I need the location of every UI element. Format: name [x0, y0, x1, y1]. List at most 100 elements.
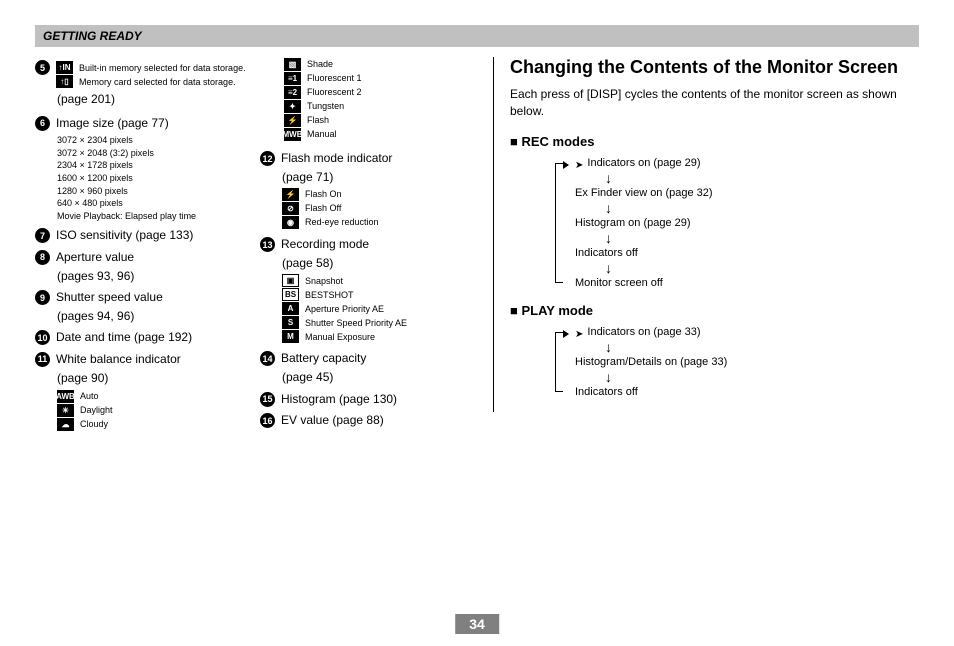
icon-row: S Shutter Speed Priority AE: [282, 316, 485, 329]
item-title: White balance indicator: [56, 352, 181, 368]
icon-row: AWB Auto: [57, 390, 260, 403]
cloudy-icon: ☁: [57, 418, 74, 431]
icon-row: ⚡Flash: [284, 114, 485, 127]
bullet-number: 7: [35, 228, 50, 243]
bullet-number: 11: [35, 352, 50, 367]
arrow-icon: ➤: [575, 329, 583, 340]
bullet-number: 6: [35, 116, 50, 131]
page-number: 34: [455, 614, 499, 634]
awb-icon: AWB: [57, 390, 74, 403]
item-title: ISO sensitivity (page 133): [56, 228, 193, 244]
icon-row: ▣Snapshot: [282, 274, 485, 287]
flash-icons: ⚡Flash On ⊘ Flash Off ◉ Red-eye reduction: [282, 188, 485, 229]
item-12: 12 Flash mode indicator: [260, 151, 485, 167]
column-1: 5 ↑IN Built-in memory selected for data …: [35, 57, 260, 432]
bullet-number: 12: [260, 151, 275, 166]
size-line: 640 × 480 pixels: [57, 197, 260, 210]
icon-text: Red-eye reduction: [305, 216, 379, 229]
flow-step: Histogram/Details on (page 33): [575, 356, 915, 368]
icon-text: Shutter Speed Priority AE: [305, 317, 407, 330]
page-ref: (page 58): [282, 256, 485, 272]
tungsten-icon: ✦: [284, 100, 301, 113]
play-mode-heading: PLAY mode: [510, 303, 915, 318]
down-arrow-icon: ↓: [605, 370, 915, 384]
down-arrow-icon: ↓: [605, 231, 915, 245]
icon-text: Flash Off: [305, 202, 341, 215]
down-arrow-icon: ↓: [605, 261, 915, 275]
icon-text: Auto: [80, 390, 99, 403]
icon-row: ≡1Fluorescent 1: [284, 72, 485, 85]
fluorescent2-icon: ≡2: [284, 86, 301, 99]
wb-icons: AWBAuto ☀Daylight ☁Cloudy: [57, 390, 260, 431]
down-arrow-icon: ↓: [605, 340, 915, 354]
snapshot-icon: ▣: [282, 274, 299, 287]
icon-text: Memory card selected for data storage.: [79, 77, 236, 87]
flow-step: Indicators off: [575, 386, 915, 398]
item-title: Histogram (page 130): [281, 392, 397, 408]
icon-text: Tungsten: [307, 100, 344, 113]
item-7: 7 ISO sensitivity (page 133): [35, 228, 260, 244]
page-ref: (pages 93, 96): [57, 269, 260, 285]
bullet-number: 15: [260, 392, 275, 407]
flash-off-icon: ⊘: [282, 202, 299, 215]
item-10: 10 Date and time (page 192): [35, 330, 260, 346]
wb-icons-continued: ▧ Shade ≡1Fluorescent 1 ≡2 Fluorescent 2 ✦…: [284, 58, 485, 141]
icon-text: Fluorescent 2: [307, 86, 362, 99]
icon-row: MManual Exposure: [282, 330, 485, 343]
right-heading: Changing the Contents of the Monitor Scr…: [510, 57, 915, 78]
icon-text: Shade: [307, 58, 333, 71]
page-ref: (page 201): [57, 92, 260, 108]
redeye-icon: ◉: [282, 216, 299, 229]
flash-on-icon: ⚡: [282, 188, 299, 201]
bullet-number: 13: [260, 237, 275, 252]
icon-row: ◉ Red-eye reduction: [282, 216, 485, 229]
down-arrow-icon: ↓: [605, 171, 915, 185]
image-size-list: 3072 × 2304 pixels 3072 × 2048 (3:2) pix…: [57, 134, 260, 222]
page-ref: (pages 94, 96): [57, 309, 260, 325]
item-8: 8 Aperture value: [35, 250, 260, 266]
icon-text: Built-in memory selected for data storag…: [79, 63, 246, 73]
icon-row: ⚡Flash On: [282, 188, 485, 201]
bestshot-icon: BS: [282, 288, 299, 301]
memory-card-icon: ↑▯: [56, 75, 73, 88]
item-title: Recording mode: [281, 237, 369, 253]
recmode-icons: ▣Snapshot BS BESTSHOT AAperture Priority …: [282, 274, 485, 343]
flash-icon: ⚡: [284, 114, 301, 127]
icon-row: BS BESTSHOT: [282, 288, 485, 301]
icon-text: Daylight: [80, 404, 113, 417]
flow-step: ➤Indicators on (page 29): [575, 157, 915, 169]
section-header: GETTING READY: [35, 25, 919, 47]
icon-text: Manual: [307, 128, 337, 141]
bullet-number: 16: [260, 413, 275, 428]
item-14: 14 Battery capacity: [260, 351, 485, 367]
icon-row: ☁ Cloudy: [57, 418, 260, 431]
arrow-icon: ➤: [575, 160, 583, 171]
icon-row: ▧ Shade: [284, 58, 485, 71]
item-title: Aperture value: [56, 250, 134, 266]
icon-text: Cloudy: [80, 418, 108, 431]
flow-step: Monitor screen off: [575, 277, 915, 289]
size-line: 1600 × 1200 pixels: [57, 172, 260, 185]
item-15: 15 Histogram (page 130): [260, 392, 485, 408]
item-title: EV value (page 88): [281, 413, 384, 429]
shutter-priority-icon: S: [282, 316, 299, 329]
icon-row: ≡2 Fluorescent 2: [284, 86, 485, 99]
bullet-number: 9: [35, 290, 50, 305]
bullet-number: 10: [35, 330, 50, 345]
rec-modes-heading: REC modes: [510, 134, 915, 149]
icon-row: ↑IN Built-in memory selected for data st…: [56, 61, 246, 74]
icon-text: Fluorescent 1: [307, 72, 362, 85]
page-ref: (page 90): [57, 371, 260, 387]
shade-icon: ▧: [284, 58, 301, 71]
item-6: 6 Image size (page 77): [35, 116, 260, 132]
flow-step: Ex Finder view on (page 32): [575, 187, 915, 199]
item-16: 16 EV value (page 88): [260, 413, 485, 429]
flow-loop-line: [555, 163, 563, 283]
manual-exposure-icon: M: [282, 330, 299, 343]
icon-text: BESTSHOT: [305, 289, 354, 302]
flow-step: Indicators off: [575, 247, 915, 259]
icon-row: ↑▯ Memory card selected for data storage…: [56, 75, 246, 88]
item-title: Battery capacity: [281, 351, 366, 367]
icon-row: AAperture Priority AE: [282, 302, 485, 315]
memory-internal-icon: ↑IN: [56, 61, 73, 74]
